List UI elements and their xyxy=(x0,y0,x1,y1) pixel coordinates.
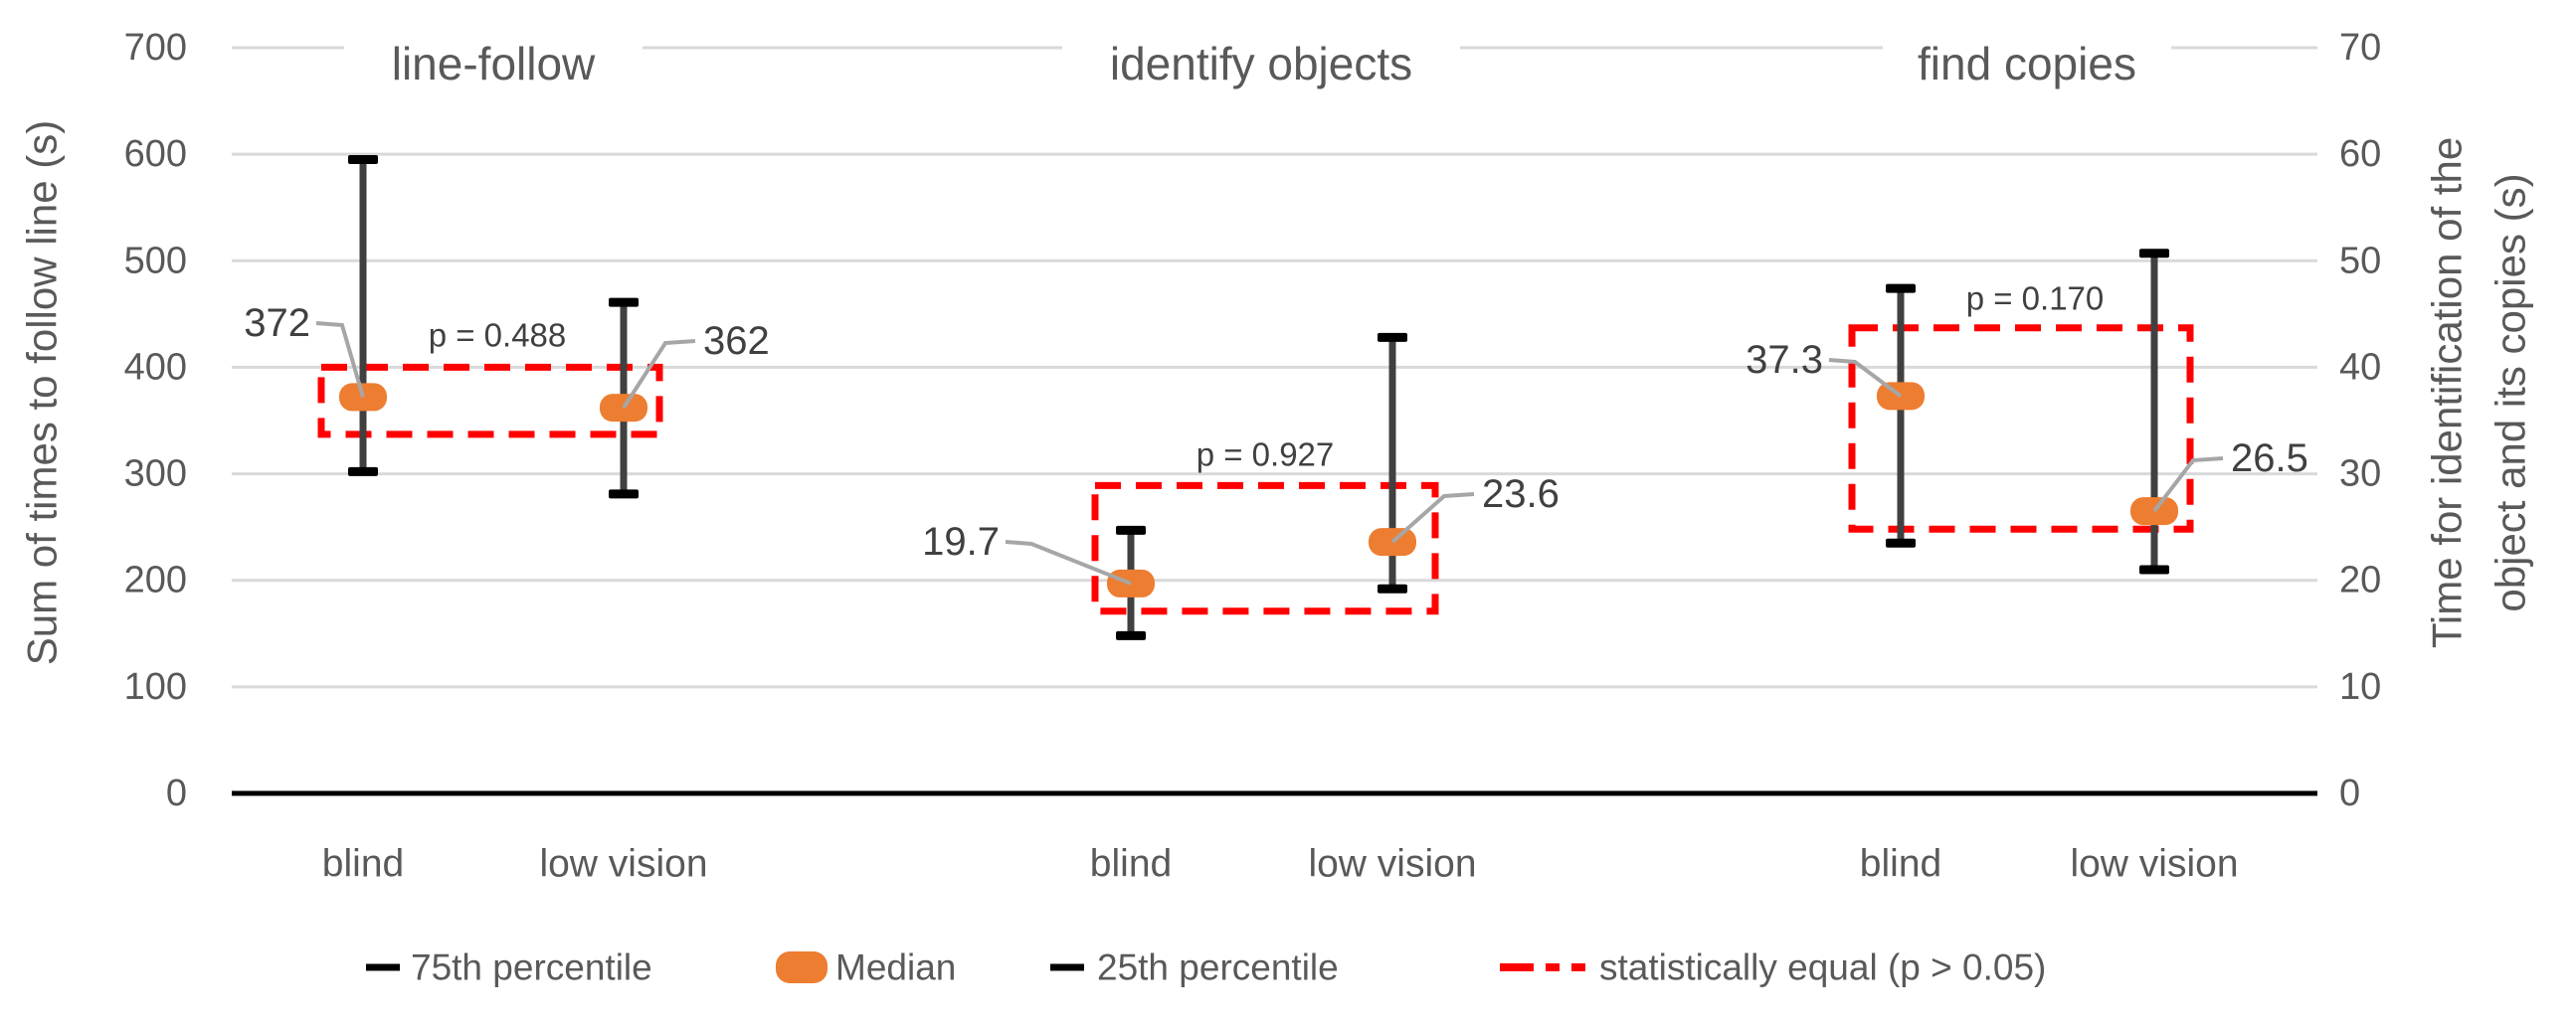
legend-item-label: statistically equal (p > 0.05) xyxy=(1599,947,2046,988)
median-data-label: 372 xyxy=(244,301,310,345)
left-axis-title: Sum of times to follow line (s) xyxy=(19,120,66,666)
legend-marker-median xyxy=(776,951,828,983)
median-data-label: 26.5 xyxy=(2231,436,2308,480)
left-axis-tick-label: 100 xyxy=(124,666,187,708)
whisker-cap-75th-percentile xyxy=(348,155,378,164)
group-title-background xyxy=(1883,38,2171,89)
data-label-leader-line xyxy=(622,339,696,410)
data-label-leader-line xyxy=(1390,492,1475,544)
p-value-label: p = 0.488 xyxy=(429,317,567,354)
right-axis-title-line: Time for identification of the xyxy=(2424,137,2471,648)
right-axis-tick-label: 0 xyxy=(2339,772,2360,814)
x-axis-category-label: blind xyxy=(1860,843,1941,886)
x-axis-category-label: low vision xyxy=(539,843,707,886)
whisker-cap-75th-percentile xyxy=(609,297,639,307)
right-axis-title-line: object and its copies (s) xyxy=(2487,173,2534,611)
right-axis-tick-label: 60 xyxy=(2339,133,2381,175)
whisker-cap-25th-percentile xyxy=(1378,584,1407,594)
data-label-leader-line xyxy=(1828,358,1903,398)
left-axis-tick-label: 300 xyxy=(124,453,187,495)
left-axis-tick-label: 700 xyxy=(124,27,187,69)
right-axis-tick-label: 40 xyxy=(2339,346,2381,388)
left-axis-tick-label: 600 xyxy=(124,133,187,175)
whisker-cap-75th-percentile xyxy=(1116,525,1146,535)
left-axis-tick-label: 200 xyxy=(124,560,187,601)
whisker-cap-25th-percentile xyxy=(348,466,378,476)
right-axis-tick-label: 30 xyxy=(2339,453,2381,495)
group-title-background xyxy=(344,38,643,89)
whisker-cap-75th-percentile xyxy=(1378,332,1407,342)
data-label-leader-line xyxy=(1005,540,1132,586)
whisker-cap-25th-percentile xyxy=(1116,630,1146,640)
median-data-label: 37.3 xyxy=(1746,338,1823,382)
group-title-background xyxy=(1062,38,1460,89)
group-title: line-follow xyxy=(392,38,596,89)
statistically-equal-box xyxy=(1091,481,1439,615)
median-data-label: 23.6 xyxy=(1482,472,1560,516)
group-title: find copies xyxy=(1918,38,2136,89)
statistically-equal-box xyxy=(317,363,663,438)
statistically-equal-box xyxy=(1848,324,2194,533)
legend-item-label: 75th percentile xyxy=(411,947,652,988)
x-axis-category-label: low vision xyxy=(1308,843,1476,886)
data-label-leader-line xyxy=(2152,456,2224,513)
legend-item-label: Median xyxy=(835,947,956,988)
p-value-label: p = 0.170 xyxy=(1966,280,2105,317)
whisker-cap-75th-percentile xyxy=(2139,249,2169,258)
whisker-cap-25th-percentile xyxy=(1886,538,1916,548)
right-axis-tick-label: 10 xyxy=(2339,666,2381,708)
whisker-cap-25th-percentile xyxy=(609,489,639,499)
legend-item-label: 25th percentile xyxy=(1097,947,1339,988)
right-axis-tick-label: 70 xyxy=(2339,27,2381,69)
left-axis-tick-label: 0 xyxy=(166,772,187,814)
x-axis-category-label: blind xyxy=(322,843,404,886)
group-title: identify objects xyxy=(1110,38,1412,89)
x-axis-category-label: blind xyxy=(1090,843,1172,886)
whisker-cap-75th-percentile xyxy=(1886,283,1916,293)
median-data-label: 19.7 xyxy=(922,520,1000,564)
x-axis-category-label: low vision xyxy=(2070,843,2238,886)
data-label-leader-line xyxy=(315,321,365,398)
whisker-cap-25th-percentile xyxy=(2139,565,2169,575)
right-axis-tick-label: 20 xyxy=(2339,560,2381,601)
left-axis-tick-label: 400 xyxy=(124,346,187,388)
right-axis-tick-label: 50 xyxy=(2339,240,2381,281)
left-axis-tick-label: 500 xyxy=(124,240,187,281)
p-value-label: p = 0.927 xyxy=(1196,436,1335,473)
median-data-label: 362 xyxy=(703,319,770,363)
